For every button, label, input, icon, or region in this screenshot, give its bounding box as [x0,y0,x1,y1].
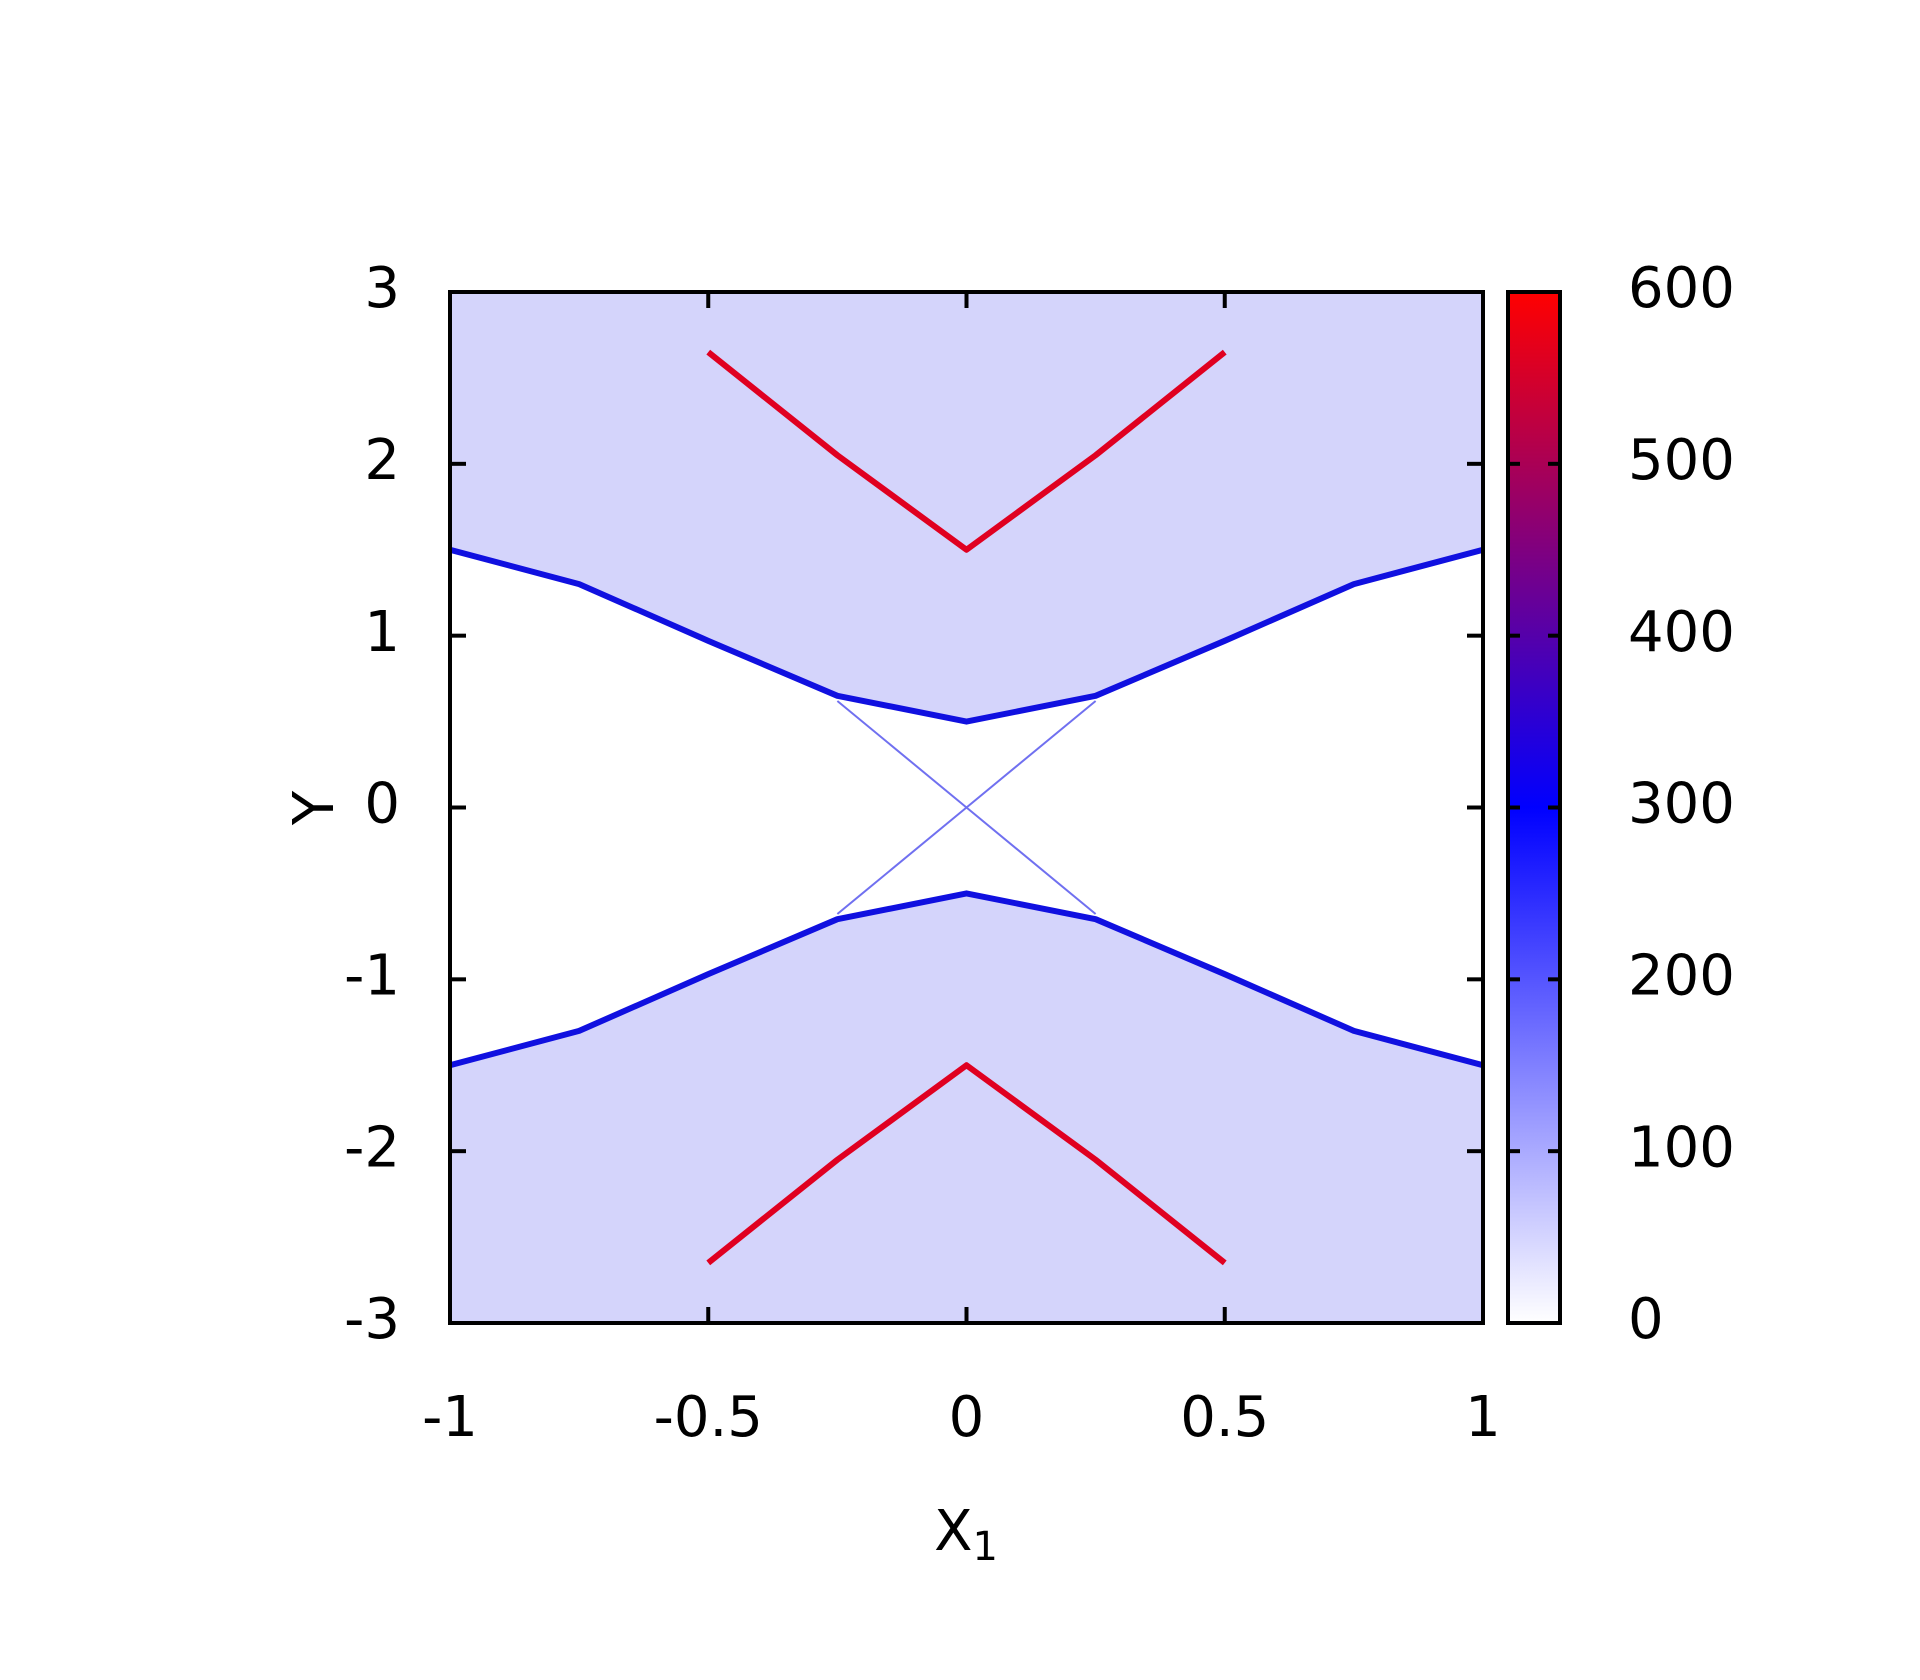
x-tick-label: 0.5 [1180,1385,1269,1450]
colorbar-tick-label: 100 [1628,1115,1735,1180]
y-tick-label: -2 [344,1115,400,1180]
band-line [836,700,1097,915]
y-axis-label: Y [282,790,347,826]
y-tick-label: -3 [344,1287,400,1352]
x-tick-label: -0.5 [654,1385,763,1450]
colorbar-tick-label: 600 [1628,256,1735,321]
x-tick-label: 0 [949,1385,985,1450]
y-tick-label: 2 [364,428,400,493]
band-line [450,890,1483,1069]
colorbar-tick-label: 500 [1628,428,1735,493]
x-tick-label: -1 [422,1385,478,1450]
x-axis-label: X1 [934,1499,998,1570]
x-label-main: X [934,1499,972,1564]
band-area [450,893,1483,1323]
band-area [450,292,1483,722]
plot-area [450,292,1483,1323]
y-tick-label: 1 [364,600,400,665]
y-tick-label: 3 [364,256,400,321]
band-line [706,349,1227,553]
x-tick-label: 1 [1465,1385,1501,1450]
x-label-sub: 1 [972,1524,997,1570]
band-line [450,546,1483,725]
y-tick-label: -1 [344,943,400,1008]
band-line [706,1062,1227,1266]
colorbar-tick-label: 400 [1628,600,1735,665]
colorbar-tick-label: 0 [1628,1287,1664,1352]
colorbar-tick-label: 200 [1628,943,1735,1008]
y-tick-label: 0 [364,772,400,837]
colorbar-tick-label: 300 [1628,772,1735,837]
